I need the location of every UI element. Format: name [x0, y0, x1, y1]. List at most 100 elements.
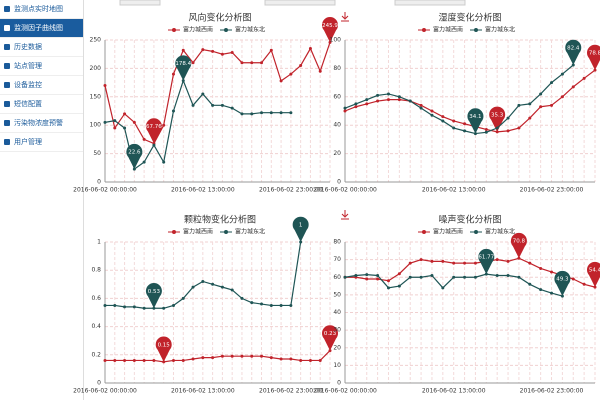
point: [463, 261, 467, 265]
point: [397, 95, 401, 99]
point: [289, 303, 293, 307]
x-tick-label: 2016-06-02 00:00:00: [73, 388, 137, 395]
point: [571, 277, 575, 281]
point: [279, 303, 283, 307]
download-icon[interactable]: [341, 210, 349, 220]
point: [152, 358, 156, 362]
y-tick-label: 50: [93, 150, 101, 157]
point: [113, 126, 117, 130]
chart-title: 颗粒物变化分析图: [184, 214, 256, 226]
y-tick-label: 150: [90, 93, 102, 100]
point: [560, 95, 564, 99]
legend-dot: [474, 28, 478, 32]
point: [550, 291, 554, 295]
point: [528, 261, 532, 265]
pin: [467, 108, 484, 134]
legend-dot: [422, 230, 426, 234]
chart-title: 湿度变化分析图: [438, 12, 501, 24]
chart-title: 风向变化分析图: [188, 12, 251, 24]
point: [550, 103, 554, 107]
point: [171, 72, 175, 76]
point: [220, 103, 224, 107]
point: [452, 261, 456, 265]
point: [506, 259, 510, 263]
point: [269, 48, 273, 52]
x-tick-label: 2016-06-02 00:00:00: [313, 388, 377, 395]
point: [260, 354, 264, 358]
point: [441, 259, 445, 263]
y-tick-label: 10: [333, 362, 341, 369]
pin-label: 0.23: [324, 331, 337, 337]
pin: [145, 282, 162, 309]
point: [103, 358, 107, 362]
legend-label: 富力城西南: [183, 26, 213, 34]
point: [191, 285, 195, 289]
menu-item[interactable]: 用户管理: [0, 133, 83, 152]
point: [441, 286, 445, 290]
point: [279, 357, 283, 361]
point: [452, 126, 456, 130]
pin-label: 78.8: [589, 51, 600, 57]
x-tick-label: 2016-06-02 13:00:00: [171, 187, 235, 194]
point: [211, 282, 215, 286]
pin-label: 0.15: [158, 342, 171, 348]
tab[interactable]: [394, 0, 466, 6]
point: [550, 270, 554, 274]
point: [452, 275, 456, 279]
pin-label: 54.4: [589, 268, 600, 274]
point: [419, 275, 423, 279]
point: [376, 277, 380, 281]
y-tick-label: 40: [333, 309, 341, 316]
series-line: [104, 42, 331, 145]
point: [365, 277, 369, 281]
point: [539, 288, 543, 292]
point: [240, 112, 244, 116]
y-tick-label: 100: [330, 37, 342, 44]
point: [240, 296, 244, 300]
tab[interactable]: [119, 0, 161, 6]
point: [354, 105, 358, 109]
point: [201, 356, 205, 360]
legend-label: 富力城东北: [485, 26, 515, 34]
point: [365, 273, 369, 277]
y-tick-label: 0.4: [91, 323, 101, 330]
pin: [145, 118, 162, 144]
point: [230, 354, 234, 358]
y-tick-label: 80: [333, 239, 341, 246]
point: [343, 109, 347, 113]
legend-label: 富力城东北: [235, 228, 265, 236]
tab[interactable]: [264, 0, 336, 6]
pin-label: 1: [299, 223, 303, 229]
point: [430, 259, 434, 263]
point: [308, 358, 312, 362]
pin-label: 178.4: [175, 61, 191, 67]
point: [142, 160, 146, 164]
y-tick-label: 0: [97, 380, 101, 387]
point: [528, 102, 532, 106]
point: [528, 282, 532, 286]
pin-label: 49.3: [556, 277, 569, 283]
point: [113, 358, 117, 362]
point: [279, 79, 283, 83]
point: [250, 61, 254, 65]
y-tick-label: 60: [333, 93, 341, 100]
point: [269, 303, 273, 307]
point: [308, 47, 312, 51]
point: [386, 98, 390, 102]
y-tick-label: 0: [337, 380, 341, 387]
point: [517, 126, 521, 130]
x-tick-label: 2016-06-02 13:00:00: [422, 388, 486, 395]
point: [582, 282, 586, 286]
point: [142, 306, 146, 310]
point: [132, 120, 136, 124]
download-icon[interactable]: [341, 12, 349, 22]
point: [343, 275, 347, 279]
pin: [489, 106, 506, 132]
legend-dot: [474, 230, 478, 234]
pin: [155, 336, 172, 362]
point: [230, 106, 234, 110]
point: [191, 61, 195, 65]
x-tick-label: 2016-06-02 23:00:00: [520, 187, 584, 194]
point: [279, 111, 283, 115]
